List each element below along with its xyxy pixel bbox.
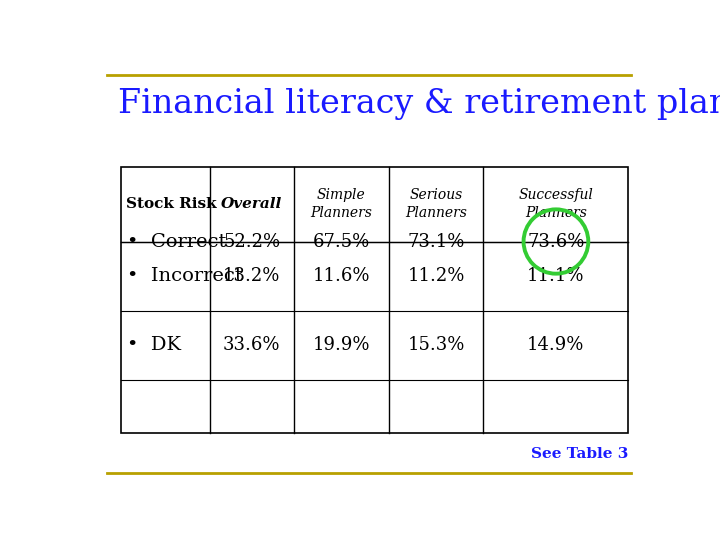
Text: Successful
Planners: Successful Planners [518,188,593,220]
Bar [121,167,629,433]
Text: See Table 3: See Table 3 [531,447,629,461]
Text: 73.6%: 73.6% [527,233,585,251]
Text: •  Correct: • Correct [127,233,227,251]
Text: 11.2%: 11.2% [408,267,464,285]
Text: Stock Risk: Stock Risk [126,197,217,211]
Text: 13.2%: 13.2% [223,267,281,285]
Text: 19.9%: 19.9% [312,336,370,354]
Text: •  Incorrect: • Incorrect [127,267,243,285]
Text: Simple
Planners: Simple Planners [310,188,372,220]
Text: 33.6%: 33.6% [223,336,281,354]
Text: Financial literacy & retirement planning (III): Financial literacy & retirement planning… [118,87,720,120]
Text: 14.9%: 14.9% [527,336,585,354]
Text: •  DK: • DK [127,336,181,354]
Text: 67.5%: 67.5% [312,233,370,251]
Text: 15.3%: 15.3% [408,336,464,354]
Text: 11.1%: 11.1% [527,267,585,285]
Text: Serious
Planners: Serious Planners [405,188,467,220]
Text: 52.2%: 52.2% [223,233,280,251]
Text: 11.6%: 11.6% [312,267,370,285]
Text: Overall: Overall [221,197,282,211]
Text: 73.1%: 73.1% [408,233,464,251]
